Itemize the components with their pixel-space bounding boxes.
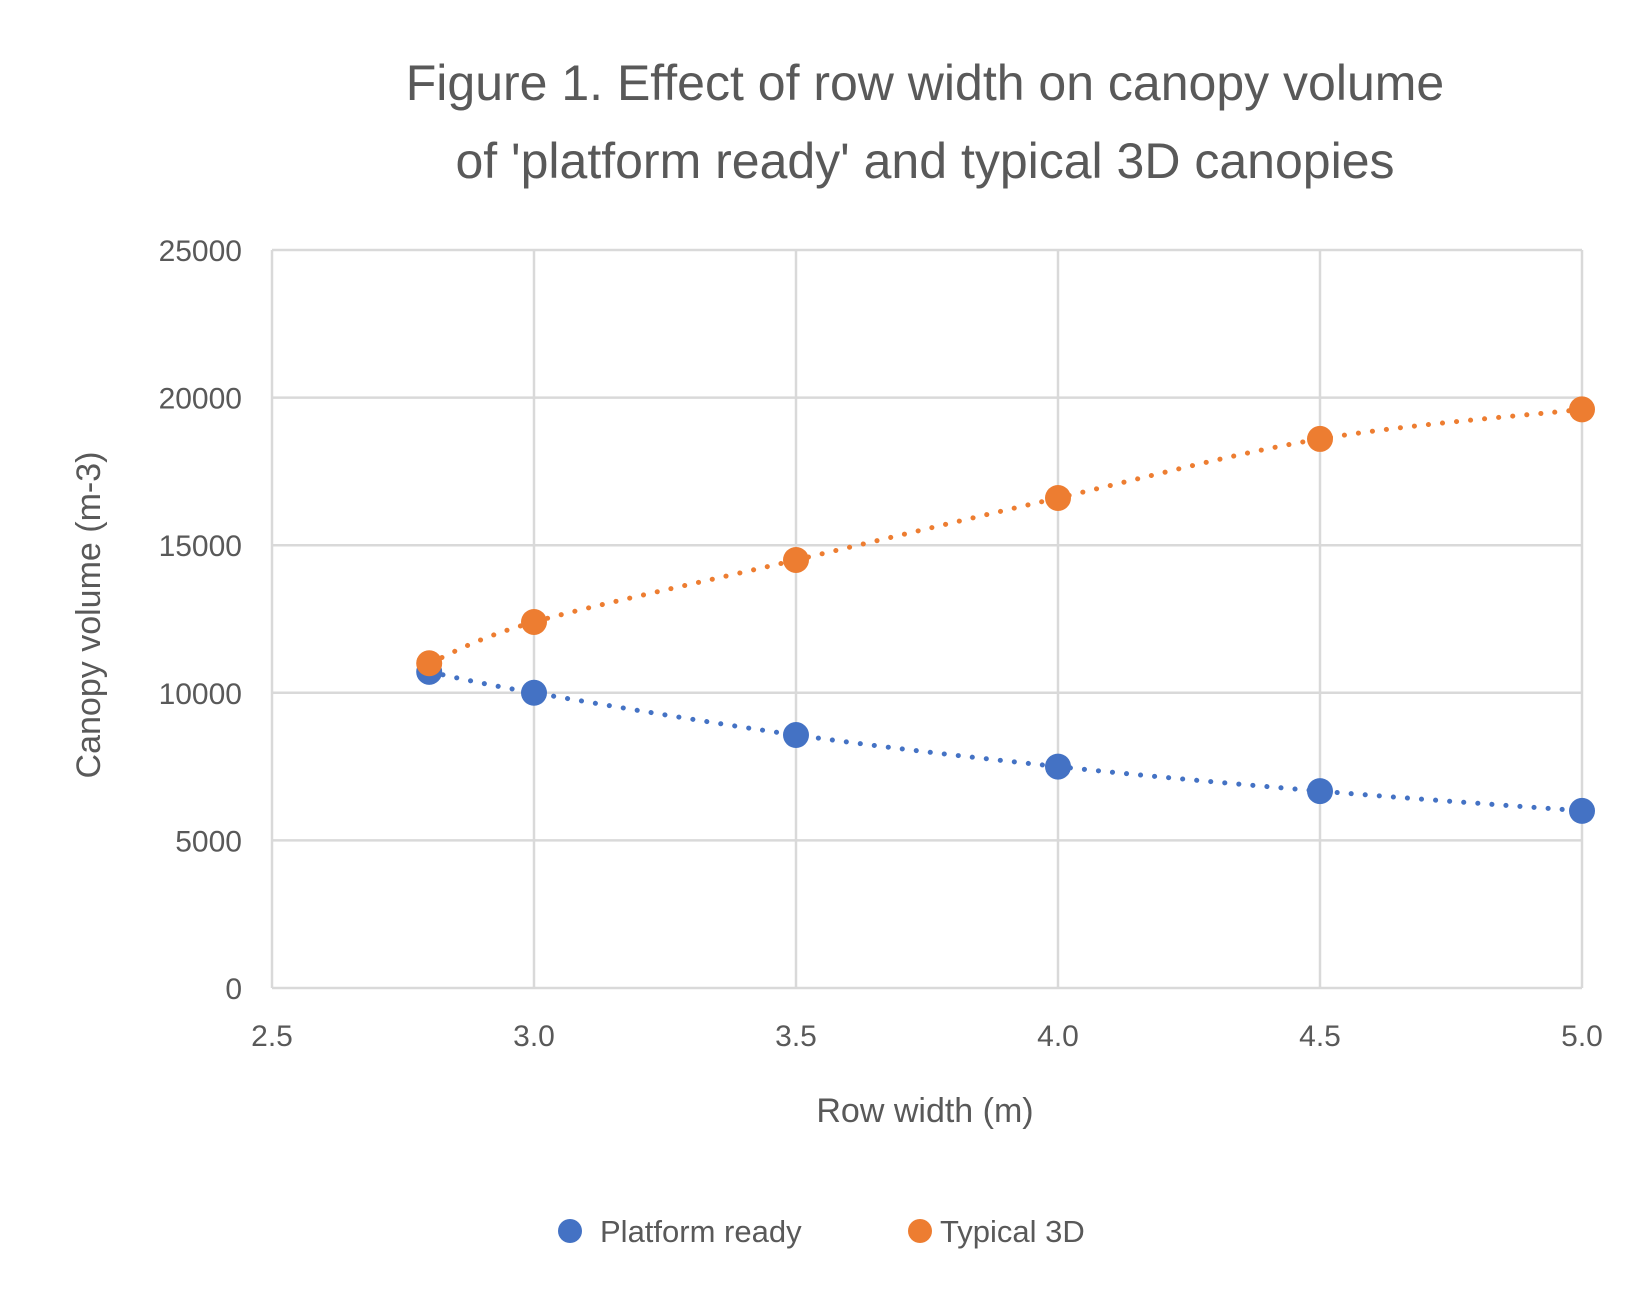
- x-axis-label: Row width (m): [816, 1092, 1033, 1130]
- legend-marker-platform-ready: [558, 1219, 582, 1243]
- y-tick-label: 10000: [159, 678, 242, 711]
- series-platform-ready: [416, 658, 1595, 824]
- y-tick-label: 0: [225, 973, 242, 1006]
- y-tick-label: 5000: [175, 825, 242, 858]
- x-tick-label: 2.5: [251, 1020, 293, 1053]
- data-point-typical-3d[interactable]: [1045, 484, 1071, 511]
- data-point-platform-ready[interactable]: [1045, 753, 1071, 780]
- legend-item-typical-3d[interactable]: Typical 3D: [908, 1214, 1085, 1249]
- data-point-typical-3d[interactable]: [521, 608, 547, 635]
- y-tick-label: 15000: [159, 530, 242, 563]
- x-tick-label: 3.5: [775, 1020, 817, 1053]
- y-axis-ticks: 0 5000 10000 15000 20000 25000: [159, 235, 242, 1006]
- grid: [270, 248, 1584, 990]
- legend-item-platform-ready[interactable]: Platform ready: [558, 1214, 802, 1249]
- legend-marker-typical-3d: [908, 1219, 932, 1243]
- data-point-platform-ready[interactable]: [1569, 797, 1595, 824]
- y-tick-label: 25000: [159, 235, 242, 268]
- series-typical-3d: [416, 396, 1595, 677]
- data-point-typical-3d[interactable]: [1307, 425, 1333, 452]
- legend: Platform ready Typical 3D: [558, 1214, 1085, 1249]
- chart-title-line-2: of 'platform ready' and typical 3D canop…: [455, 133, 1394, 189]
- chart-title: Figure 1. Effect of row width on canopy …: [406, 55, 1445, 189]
- x-tick-label: 3.0: [513, 1020, 555, 1053]
- y-tick-label: 20000: [159, 383, 242, 416]
- chart-title-line-1: Figure 1. Effect of row width on canopy …: [406, 55, 1445, 111]
- y-axis-label: Canopy volume (m-3): [70, 452, 108, 779]
- trendline-typical-3d: [426, 406, 1585, 666]
- x-tick-label: 4.5: [1299, 1020, 1341, 1053]
- data-point-typical-3d[interactable]: [783, 546, 809, 573]
- data-point-typical-3d[interactable]: [1569, 396, 1595, 423]
- series-layer: [416, 396, 1595, 824]
- trendline-platform-ready: [426, 669, 1585, 814]
- x-tick-label: 5.0: [1561, 1020, 1603, 1053]
- data-point-platform-ready[interactable]: [783, 722, 809, 749]
- legend-label-typical-3d: Typical 3D: [940, 1214, 1085, 1249]
- x-tick-label: 4.0: [1037, 1020, 1079, 1053]
- data-point-platform-ready[interactable]: [521, 679, 547, 706]
- x-axis-ticks: 2.5 3.0 3.5 4.0 4.5 5.0: [251, 1020, 1603, 1053]
- data-point-platform-ready[interactable]: [1307, 778, 1333, 805]
- data-point-typical-3d[interactable]: [416, 650, 443, 677]
- legend-label-platform-ready: Platform ready: [600, 1214, 802, 1249]
